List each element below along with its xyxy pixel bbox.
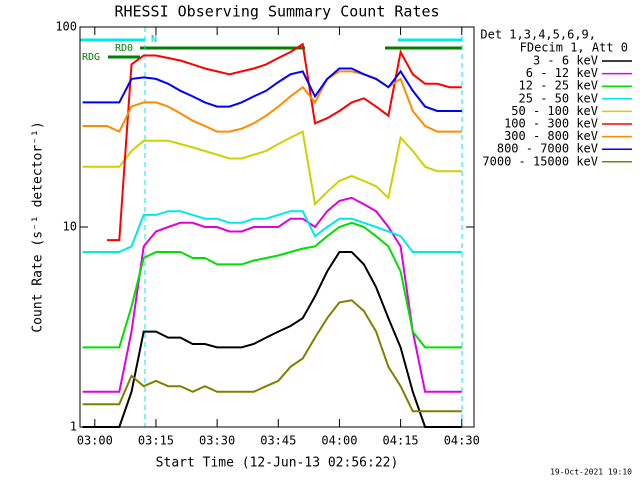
series-line bbox=[82, 251, 462, 428]
annotation: RDG bbox=[82, 52, 100, 63]
series-line bbox=[82, 210, 462, 253]
x-tick-label: 03:45 bbox=[260, 434, 296, 448]
legend-label: 800 - 7000 keV bbox=[497, 142, 598, 156]
x-axis-label: Start Time (12-Jun-13 02:56:22) bbox=[156, 456, 399, 471]
legend-label: 12 - 25 keV bbox=[519, 79, 598, 93]
series-line bbox=[107, 42, 462, 242]
legend-label: 6 - 12 keV bbox=[526, 66, 598, 80]
legend-title: Det 1,3,4,5,6,9, bbox=[480, 28, 596, 42]
series-line bbox=[82, 221, 462, 349]
series-line bbox=[82, 67, 462, 112]
series-line bbox=[82, 299, 462, 413]
legend-label: 3 - 6 keV bbox=[533, 54, 598, 68]
y-tick-label: 10 bbox=[63, 220, 77, 234]
x-tick-label: 03:30 bbox=[199, 434, 235, 448]
x-tick-label: 04:15 bbox=[383, 434, 419, 448]
legend-label: 100 - 300 keV bbox=[504, 117, 598, 131]
y-tick-label: 100 bbox=[55, 20, 77, 34]
chart-title: RHESSI Observing Summary Count Rates bbox=[114, 3, 439, 21]
legend-label: 25 - 50 keV bbox=[519, 91, 598, 105]
x-tick-label: 04:30 bbox=[444, 434, 480, 448]
legend-label: 300 - 800 keV bbox=[504, 129, 598, 143]
y-axis-label: Count Rate (s⁻¹ detector⁻¹) bbox=[31, 121, 46, 332]
series-line bbox=[82, 70, 462, 133]
y-tick-label: 1 bbox=[70, 420, 77, 434]
series-line bbox=[82, 130, 462, 207]
annotation: N bbox=[151, 34, 157, 45]
legend-title: FDecim 1, Att 0 bbox=[520, 41, 628, 55]
legend-label: 7000 - 15000 keV bbox=[482, 154, 598, 168]
legend-label: 50 - 100 keV bbox=[511, 104, 598, 118]
annotation: RD0 bbox=[115, 43, 133, 54]
x-tick-label: 03:00 bbox=[77, 434, 113, 448]
series-line bbox=[82, 196, 462, 393]
x-tick-label: 03:15 bbox=[138, 434, 174, 448]
x-tick-label: 04:00 bbox=[321, 434, 357, 448]
footer: 19-Oct-2021 19:10 bbox=[550, 468, 632, 477]
